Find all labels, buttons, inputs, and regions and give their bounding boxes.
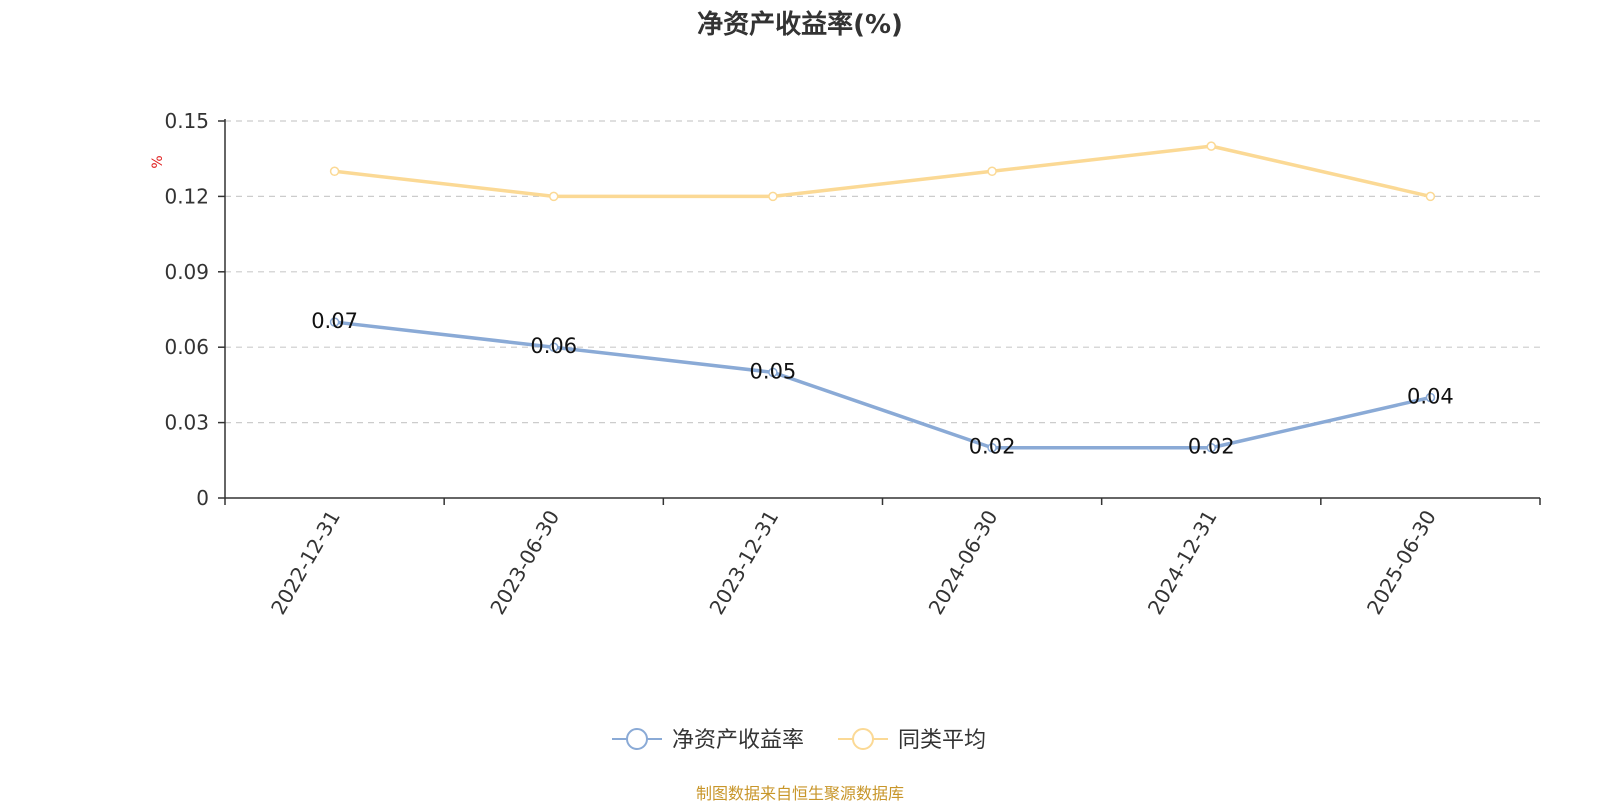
y-tick-label: 0 — [196, 486, 209, 510]
data-point — [768, 191, 778, 202]
data-label: 0.05 — [750, 359, 797, 383]
axes: 0 0.03 0.06 0.09 0.12 0.15 2022-12-31 2023-06-3… — [164, 109, 1541, 619]
data-labels: 0.07 0.06 0.05 0.02 0.02 0.04 — [311, 309, 1454, 459]
x-tick-label: 2022-12-31 — [266, 506, 345, 619]
x-tick-label: 2024-06-30 — [924, 506, 1003, 619]
legend-marker-circle — [852, 728, 874, 750]
data-label: 0.04 — [1407, 384, 1454, 408]
grid-lines — [225, 120, 1540, 424]
legend: 净资产收益率 同类平均 — [612, 728, 986, 753]
data-point — [329, 166, 340, 177]
data-point — [1425, 191, 1436, 202]
data-point — [329, 317, 340, 327]
series-line-1 — [334, 320, 1431, 450]
chart-title: 净资产收益率(%) — [697, 10, 903, 40]
data-point — [549, 342, 559, 352]
y-axis-unit-label: % — [150, 155, 166, 168]
series-lines — [329, 141, 1436, 453]
y-tick-label: 0.06 — [164, 335, 209, 359]
data-point — [1206, 442, 1216, 453]
x-tick-label: 2023-12-31 — [704, 506, 783, 619]
y-tick-label: 0.03 — [164, 411, 209, 435]
data-label: 0.02 — [969, 435, 1016, 459]
data-label: 0.02 — [1188, 435, 1235, 459]
legend-label: 同类平均 — [898, 728, 986, 753]
y-tick-label: 0.12 — [164, 184, 209, 208]
data-point — [1425, 392, 1436, 403]
x-tick-label: 2025-06-30 — [1362, 506, 1441, 619]
x-tick-label: 2024-12-31 — [1143, 506, 1222, 619]
legend-marker-circle — [626, 728, 648, 750]
data-point — [987, 442, 997, 453]
data-point — [987, 166, 997, 177]
y-tick-label: 0.09 — [164, 260, 209, 284]
x-tick-label: 2023-06-30 — [485, 506, 564, 619]
y-tick-label: 0.15 — [164, 109, 209, 133]
data-point — [768, 367, 778, 378]
data-label: 0.07 — [311, 309, 358, 333]
data-point — [1206, 141, 1216, 151]
data-label: 0.06 — [530, 334, 577, 358]
legend-label: 净资产收益率 — [672, 728, 804, 753]
data-point — [549, 191, 559, 202]
series-line-2 — [334, 144, 1431, 199]
source-note: 制图数据来自恒生聚源数据库 — [695, 784, 904, 803]
